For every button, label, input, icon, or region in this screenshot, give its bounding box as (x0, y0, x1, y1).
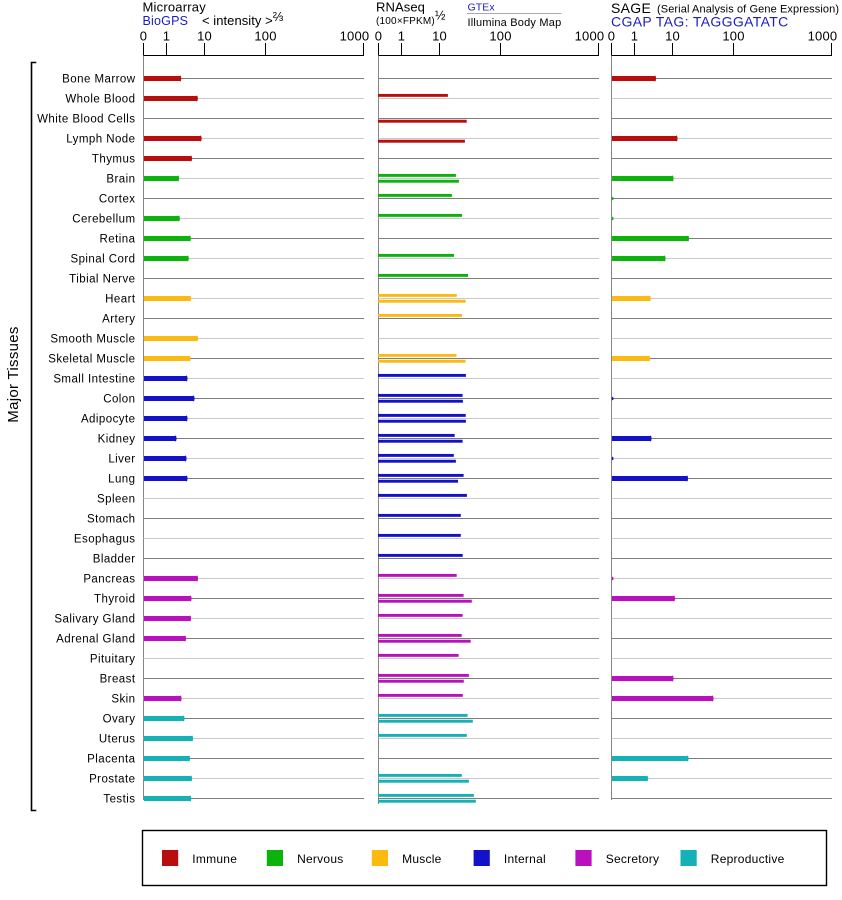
svg-text:Skin: Skin (111, 693, 135, 705)
svg-text:Heart: Heart (105, 293, 136, 305)
svg-text:10: 10 (432, 29, 447, 44)
svg-text:Brain: Brain (106, 173, 135, 185)
svg-text:Artery: Artery (102, 313, 135, 325)
svg-text:10: 10 (197, 29, 212, 44)
svg-text:Reproductive: Reproductive (711, 852, 785, 866)
svg-text:Lymph Node: Lymph Node (66, 133, 135, 145)
svg-text:1: 1 (163, 29, 170, 44)
svg-text:Smooth Muscle: Smooth Muscle (50, 333, 135, 345)
svg-text:White Blood Cells: White Blood Cells (37, 113, 135, 125)
svg-text:Adipocyte: Adipocyte (81, 413, 136, 425)
svg-text:Retina: Retina (100, 233, 136, 245)
svg-text:Spleen: Spleen (97, 493, 136, 505)
svg-text:Bone Marrow: Bone Marrow (62, 73, 136, 85)
svg-text:Colon: Colon (103, 393, 135, 405)
svg-text:Kidney: Kidney (98, 433, 136, 445)
svg-text:Thymus: Thymus (92, 153, 136, 165)
svg-text:Lung: Lung (108, 473, 135, 485)
svg-text:Prostate: Prostate (89, 773, 135, 785)
svg-text:Immune: Immune (192, 852, 237, 866)
svg-text:SAGE: SAGE (611, 0, 651, 16)
svg-text:Cortex: Cortex (99, 193, 136, 205)
svg-text:Uterus: Uterus (99, 733, 136, 745)
svg-text:0: 0 (140, 29, 147, 44)
svg-text:(Serial Analysis of Gene Expre: (Serial Analysis of Gene Expression) (657, 4, 839, 16)
svg-text:Esophagus: Esophagus (74, 533, 136, 545)
svg-text:Muscle: Muscle (402, 852, 442, 866)
svg-text:Microarray: Microarray (143, 0, 207, 15)
svg-text:Salivary Gland: Salivary Gland (54, 613, 135, 625)
svg-text:1000: 1000 (340, 29, 370, 44)
svg-text:0: 0 (608, 29, 615, 44)
svg-text:Ovary: Ovary (103, 713, 136, 725)
svg-text:0: 0 (375, 29, 382, 44)
svg-text:Illumina Body Map: Illumina Body Map (468, 17, 562, 29)
svg-text:Adrenal Gland: Adrenal Gland (56, 633, 135, 645)
svg-text:Testis: Testis (103, 793, 135, 805)
svg-text:Bladder: Bladder (93, 553, 136, 565)
svg-text:1000: 1000 (808, 29, 838, 44)
svg-text:100: 100 (722, 29, 744, 44)
svg-text:< intensity >⅔: < intensity >⅔ (202, 10, 284, 28)
svg-text:Internal: Internal (504, 852, 546, 866)
svg-text:Pancreas: Pancreas (83, 573, 135, 585)
svg-text:RNAseq: RNAseq (376, 0, 425, 15)
svg-text:GTEx: GTEx (468, 2, 496, 14)
svg-text:100: 100 (489, 29, 511, 44)
svg-text:1: 1 (398, 29, 405, 44)
svg-text:Cerebellum: Cerebellum (72, 213, 135, 225)
svg-text:Skeletal Muscle: Skeletal Muscle (48, 353, 135, 365)
svg-text:CGAP TAG: TAGGGATATC: CGAP TAG: TAGGGATATC (611, 14, 789, 30)
svg-text:Small Intestine: Small Intestine (53, 373, 135, 385)
svg-text:Stomach: Stomach (87, 513, 136, 525)
svg-text:Thyroid: Thyroid (94, 593, 136, 605)
svg-text:Pituitary: Pituitary (90, 653, 136, 665)
svg-text:BioGPS: BioGPS (143, 14, 189, 28)
svg-text:Placenta: Placenta (87, 753, 136, 765)
svg-text:10: 10 (665, 29, 680, 44)
svg-text:1000: 1000 (575, 29, 605, 44)
svg-text:Spinal Cord: Spinal Cord (70, 253, 135, 265)
svg-text:Secretory: Secretory (606, 852, 660, 866)
svg-text:100: 100 (254, 29, 276, 44)
svg-text:Tibial Nerve: Tibial Nerve (69, 273, 135, 285)
svg-text:Whole Blood: Whole Blood (65, 93, 135, 105)
svg-text:Nervous: Nervous (297, 852, 343, 866)
svg-text:Liver: Liver (108, 453, 135, 465)
svg-text:Breast: Breast (100, 673, 136, 685)
svg-text:Major Tissues: Major Tissues (5, 326, 22, 422)
svg-text:1: 1 (631, 29, 638, 44)
